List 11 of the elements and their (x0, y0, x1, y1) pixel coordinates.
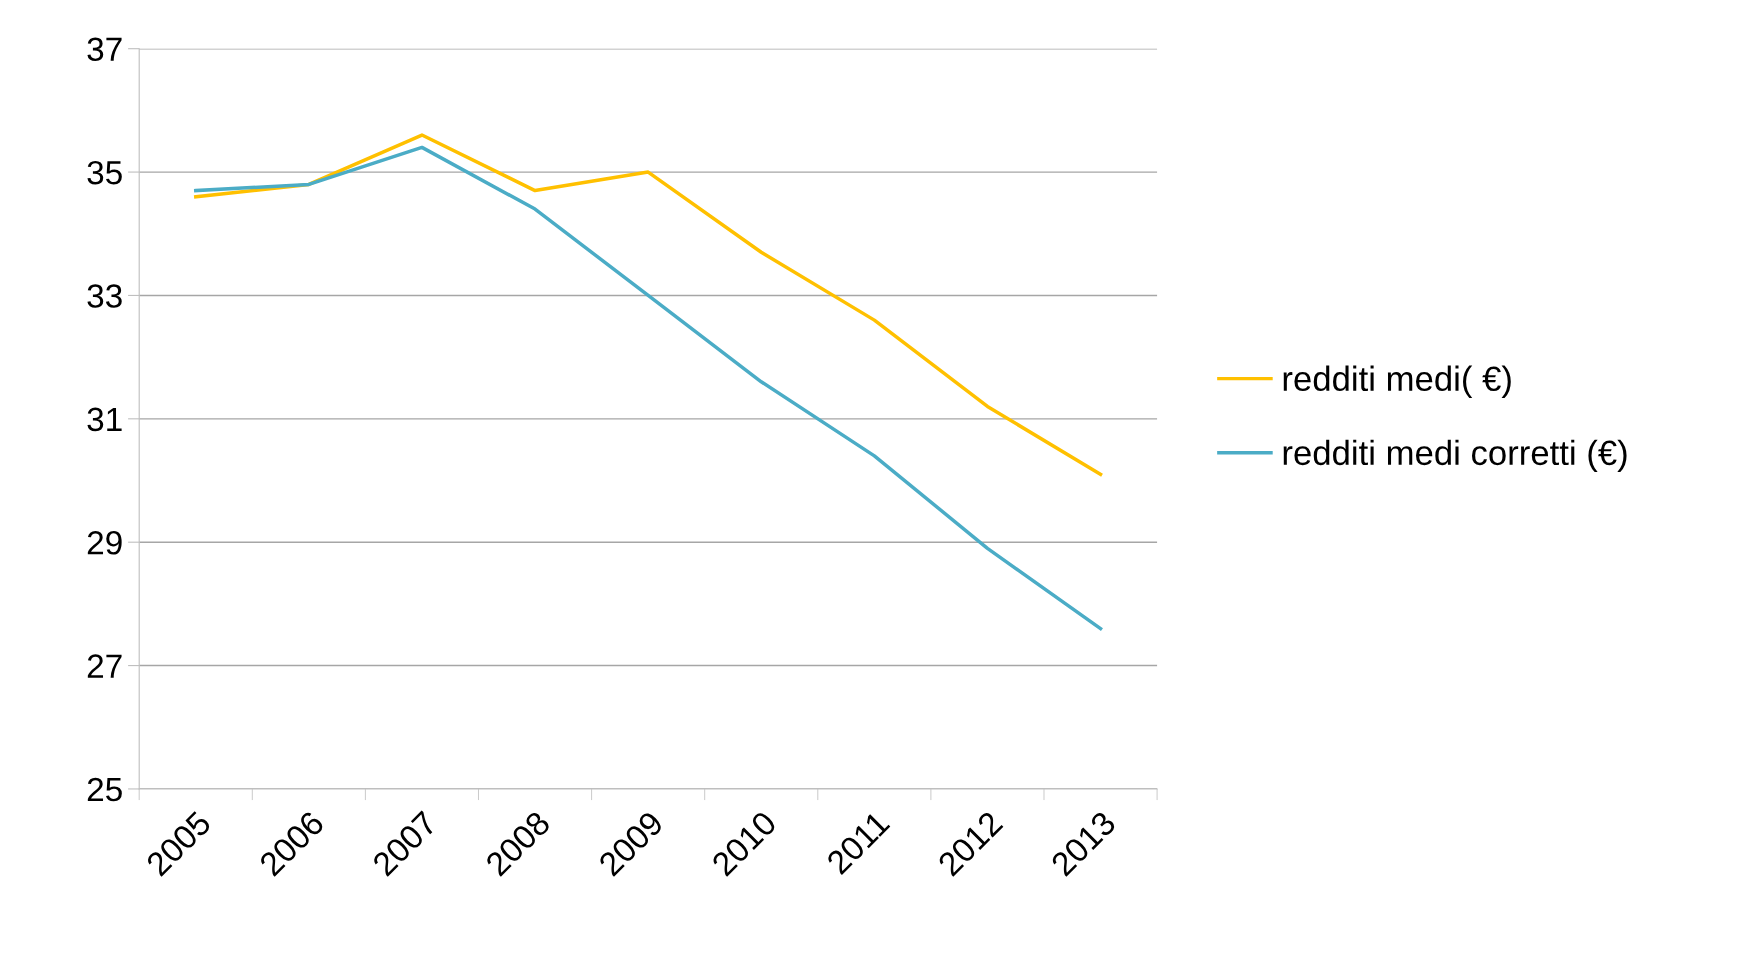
line-series (194, 133, 1103, 477)
legend-label: redditi medi( €) (1283, 365, 1511, 398)
y-tick-label: 25 (87, 777, 122, 802)
y-tick-label: 29 (87, 531, 122, 555)
legend-label: redditi medi corretti (€) (1283, 439, 1627, 472)
y-tick-label: 27 (87, 654, 122, 678)
line-series (194, 145, 1103, 631)
y-tick-label: 33 (87, 284, 122, 308)
y-tick-label: 35 (87, 160, 122, 185)
y-tick-label: 31 (87, 407, 122, 432)
y-tick-label: 37 (87, 37, 122, 62)
